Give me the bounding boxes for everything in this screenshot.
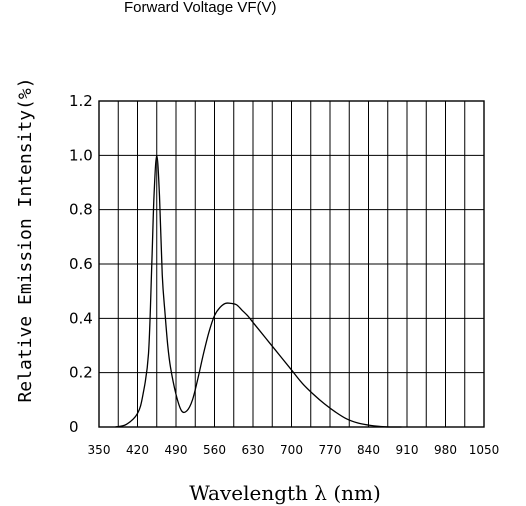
- x-tick-labels: 350 420 490 560 630 700 770 840 910 980 1050: [88, 443, 500, 457]
- y-tick-label: 0: [69, 418, 79, 436]
- grid: [99, 101, 484, 427]
- x-tick-label: 490: [165, 443, 188, 457]
- x-tick-label: 770: [319, 443, 342, 457]
- x-axis-title: Wavelength λ (nm): [189, 481, 381, 505]
- x-tick-label: 1050: [469, 443, 500, 457]
- y-tick-label: 1.2: [69, 92, 93, 110]
- x-tick-label: 910: [396, 443, 419, 457]
- x-tick-label: 840: [357, 443, 380, 457]
- x-tick-label: 700: [280, 443, 303, 457]
- x-tick-label: 420: [126, 443, 149, 457]
- plot-frame: [98, 100, 485, 428]
- y-tick-label: 1.0: [69, 146, 93, 164]
- y-tick-labels: 0 0.2 0.4 0.6 0.8 1.0 1.2: [69, 92, 93, 436]
- y-tick-label: 0.2: [69, 364, 93, 382]
- y-tick-label: 0.6: [69, 255, 93, 273]
- x-tick-label: 980: [434, 443, 457, 457]
- y-tick-label: 0.4: [69, 309, 93, 327]
- x-tick-label: 630: [242, 443, 265, 457]
- x-tick-label: 560: [203, 443, 226, 457]
- emission-curve: [115, 154, 402, 428]
- x-tick-label: 350: [88, 443, 111, 457]
- y-axis-title: Relative Emission Intensity(%): [15, 77, 36, 402]
- y-tick-label: 0.8: [69, 201, 93, 219]
- top-text: Forward Voltage VF(V): [124, 0, 277, 16]
